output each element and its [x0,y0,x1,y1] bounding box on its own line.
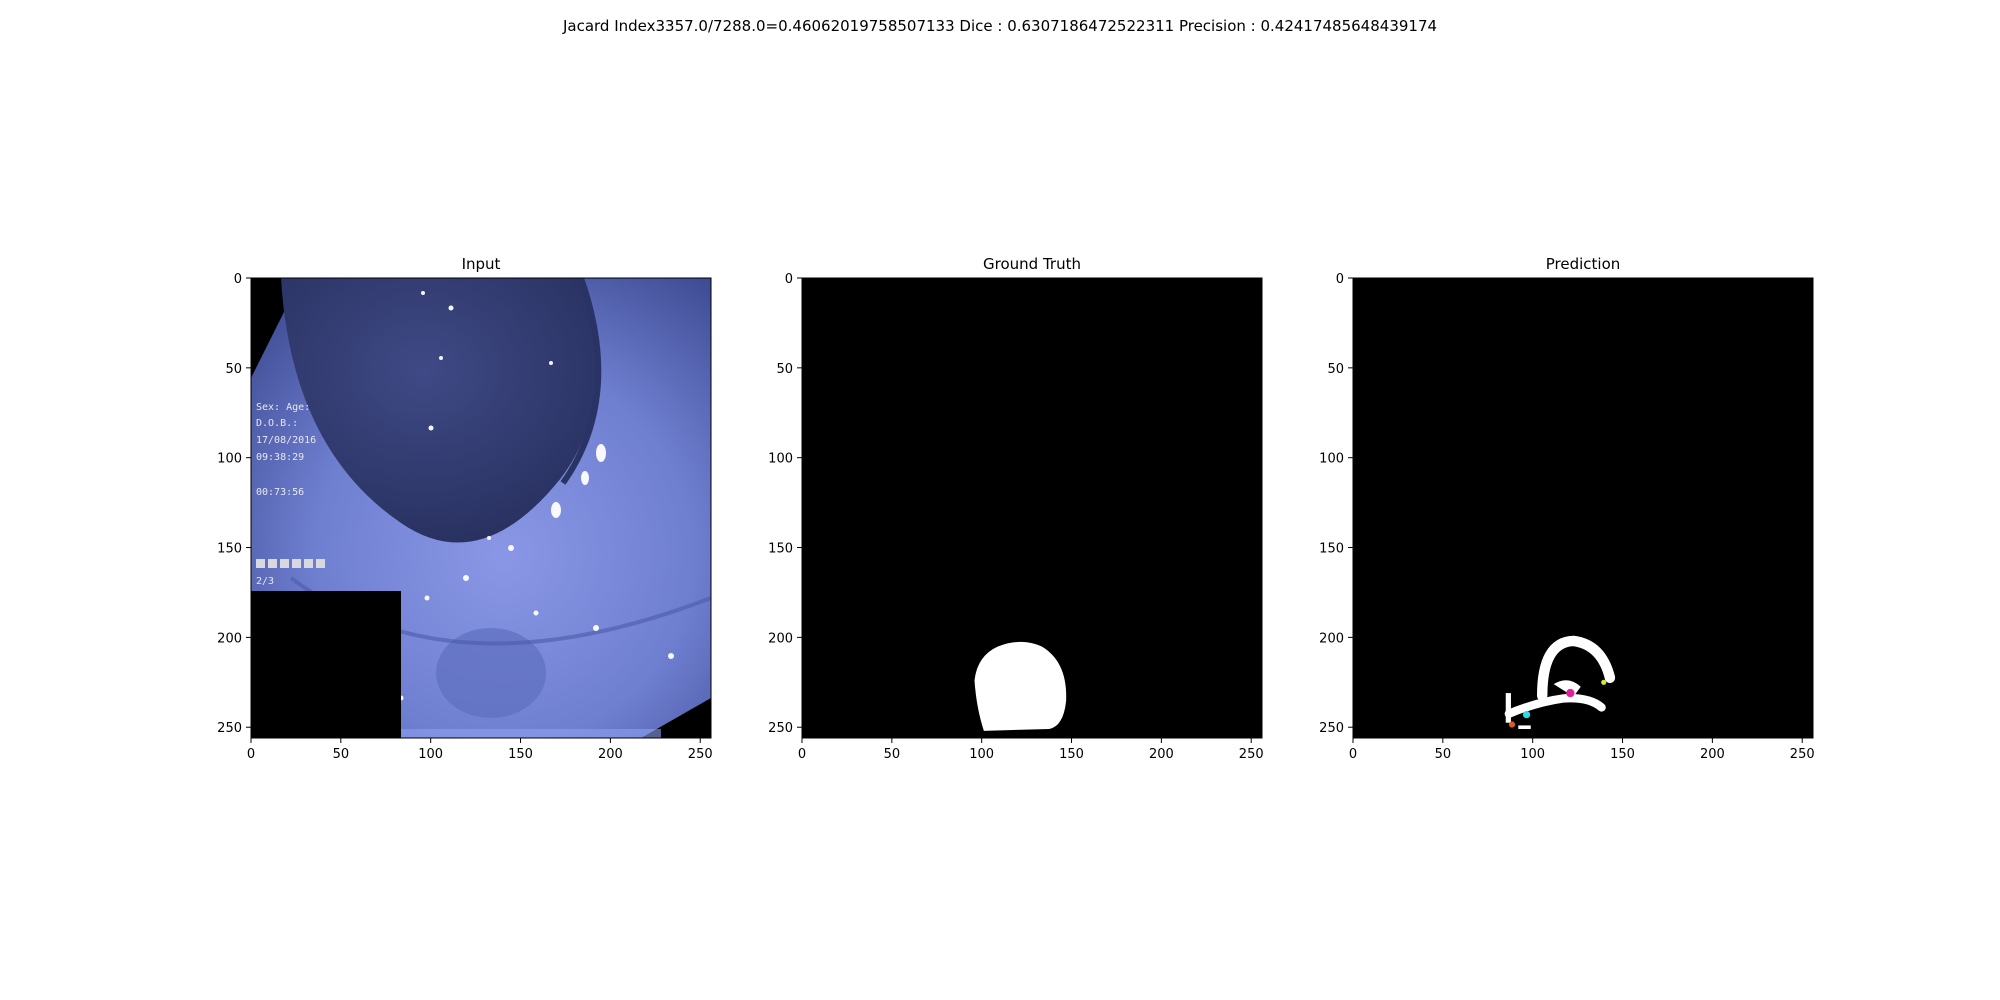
prediction-mask [1504,635,1616,730]
panel-input: Input [217,255,712,762]
panel-title-ground-truth: Ground Truth [983,255,1081,273]
panel-title-input: Input [462,255,501,273]
mask-left-spur [1505,693,1511,723]
axes-frame [1352,277,1814,739]
y-tick-label: 0 [785,272,793,287]
input-image: Sex: Age: D.O.B.: 17/08/2016 09:38:29 00… [251,278,711,738]
overlay-text-frame: 2/3 [256,576,274,587]
overlay-text-sex-age: Sex: Age: [256,402,310,413]
panel-title-prediction: Prediction [1546,255,1621,273]
mask-base [1504,694,1606,718]
x-tick-label: 0 [247,747,255,762]
y-tick-label: 150 [217,542,242,557]
mask-cyan-artifact [1522,710,1531,719]
overlay-text-elapsed: 00:73:56 [256,487,304,498]
y-tick-label: 250 [1319,721,1344,736]
x-tick-label: 50 [884,747,901,762]
mask-bottom-fragment [1518,725,1531,730]
mask-yellow-artifact [1601,679,1607,685]
panel-ground-truth: Ground Truth 0 50 100 150 200 250 0 50 100 150 200… [768,255,1263,762]
y-tick-label: 250 [768,721,793,736]
x-tick-label: 150 [508,747,533,762]
overlay-text-date: 17/08/2016 [256,435,316,446]
overlay-indicator-blocks [256,559,325,568]
x-tick-label: 200 [598,747,623,762]
x-tick-label: 100 [418,747,443,762]
mask-arc [1537,635,1616,701]
y-tick-label: 0 [234,272,242,287]
y-tick-label: 200 [1319,631,1344,646]
mask-orange-artifact [1508,721,1516,728]
y-tick-label: 200 [768,631,793,646]
y-tick-label: 50 [1327,362,1344,377]
x-tick-label: 200 [1149,747,1174,762]
mask-blob [974,641,1067,731]
x-tick-label: 50 [333,747,350,762]
axes-frame [801,277,1263,739]
y-tick-label: 100 [217,452,242,467]
x-tick-label: 100 [969,747,994,762]
y-tick-label: 150 [1319,542,1344,557]
x-tick-label: 0 [1349,747,1357,762]
x-tick-label: 50 [1435,747,1452,762]
y-tick-label: 100 [768,452,793,467]
mask-magenta-artifact [1566,688,1575,698]
x-tick-label: 250 [1790,747,1815,762]
x-tick-label: 150 [1610,747,1635,762]
y-tick-label: 50 [225,362,242,377]
x-tick-label: 150 [1059,747,1084,762]
y-tick-label: 150 [768,542,793,557]
y-tick-label: 0 [1336,272,1344,287]
overlay-text-time: 09:38:29 [256,452,304,463]
y-tick-label: 50 [776,362,793,377]
x-tick-label: 250 [688,747,713,762]
y-tick-label: 250 [217,721,242,736]
x-tick-label: 100 [1520,747,1545,762]
prediction-image [1353,278,1813,738]
y-tick-label: 100 [1319,452,1344,467]
x-tick-label: 250 [1239,747,1264,762]
ground-truth-mask [974,641,1067,731]
y-tick-label: 200 [217,631,242,646]
x-tick-label: 0 [798,747,806,762]
x-tick-label: 200 [1700,747,1725,762]
panel-prediction: Prediction 0 50 100 150 200 250 0 50 100 150 200 25… [1319,255,1814,762]
overlay-text-dob: D.O.B.: [256,418,298,429]
axes-frame [250,277,712,739]
figure-suptitle: Jacard Index3357.0/7288.0=0.460620197585… [562,17,1437,35]
